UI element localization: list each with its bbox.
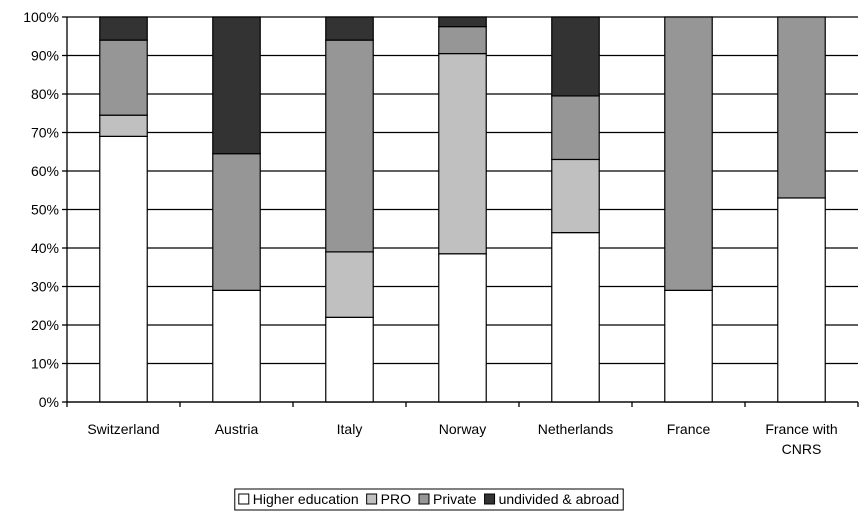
x-tick-label: Italy: [337, 421, 363, 437]
bar-segment-higher-education: [438, 253, 487, 403]
legend-swatch: [238, 493, 250, 505]
legend-label: PRO: [381, 491, 411, 507]
x-tick-label: France: [667, 421, 711, 437]
bar-segment-undivided-abroad: [99, 16, 148, 41]
bars: [99, 16, 826, 403]
y-tick-label: 80%: [31, 86, 59, 102]
bar-segment-higher-education: [664, 289, 713, 403]
bar-segment-undivided-abroad: [438, 16, 487, 28]
bar-segment-pro: [99, 114, 148, 137]
legend-box: [234, 488, 624, 511]
bar-segment-private: [325, 39, 374, 253]
bar-segment-higher-education: [777, 197, 826, 403]
bar-segment-undivided-abroad: [212, 16, 261, 155]
legend-swatch: [418, 493, 430, 505]
y-tick-label: 90%: [31, 48, 59, 64]
legend-swatch: [366, 493, 378, 505]
bar-segment-private: [99, 39, 148, 116]
bar-segment-private: [777, 16, 826, 199]
y-tick-label: 10%: [31, 356, 59, 372]
y-tick-label: 0%: [39, 394, 59, 410]
x-tick-label: France with CNRS: [765, 421, 837, 457]
y-tick-label: 100%: [23, 9, 59, 25]
y-tick-label: 70%: [31, 125, 59, 141]
bar-segment-private: [551, 95, 600, 161]
bar-segment-pro: [438, 52, 487, 255]
y-tick-label: 60%: [31, 163, 59, 179]
y-tick-label: 50%: [31, 202, 59, 218]
legend-label: Higher education: [253, 491, 359, 507]
x-tick-label: Norway: [439, 421, 486, 437]
bar-segment-higher-education: [325, 316, 374, 403]
bar-segment-private: [438, 26, 487, 55]
bar-segment-undivided-abroad: [325, 16, 374, 41]
x-tick-label: Austria: [215, 421, 259, 437]
bar-segment-private: [664, 16, 713, 291]
bar-segment-pro: [325, 251, 374, 318]
axes: 0% 10% 20% 30% 40% 50% 60% 70% 80% 90% 100% Switzer…: [23, 9, 859, 457]
bar-segment-undivided-abroad: [551, 16, 600, 97]
legend-label: undivided & abroad: [499, 491, 620, 507]
bar-segment-higher-education: [99, 135, 148, 403]
bar-segment-private: [212, 153, 261, 291]
legend-swatch: [484, 493, 496, 505]
bar-segment-higher-education: [212, 289, 261, 403]
y-tick-label: 30%: [31, 279, 59, 295]
x-tick-label: Switzerland: [87, 421, 159, 437]
x-tick-label: Netherlands: [538, 421, 614, 437]
legend: Higher education PRO Private undivided & ab…: [234, 488, 624, 511]
y-tick-label: 20%: [31, 317, 59, 333]
bar-segment-pro: [551, 158, 600, 234]
bar-segment-higher-education: [551, 232, 600, 403]
legend-label: Private: [433, 491, 477, 507]
y-tick-label: 40%: [31, 240, 59, 256]
